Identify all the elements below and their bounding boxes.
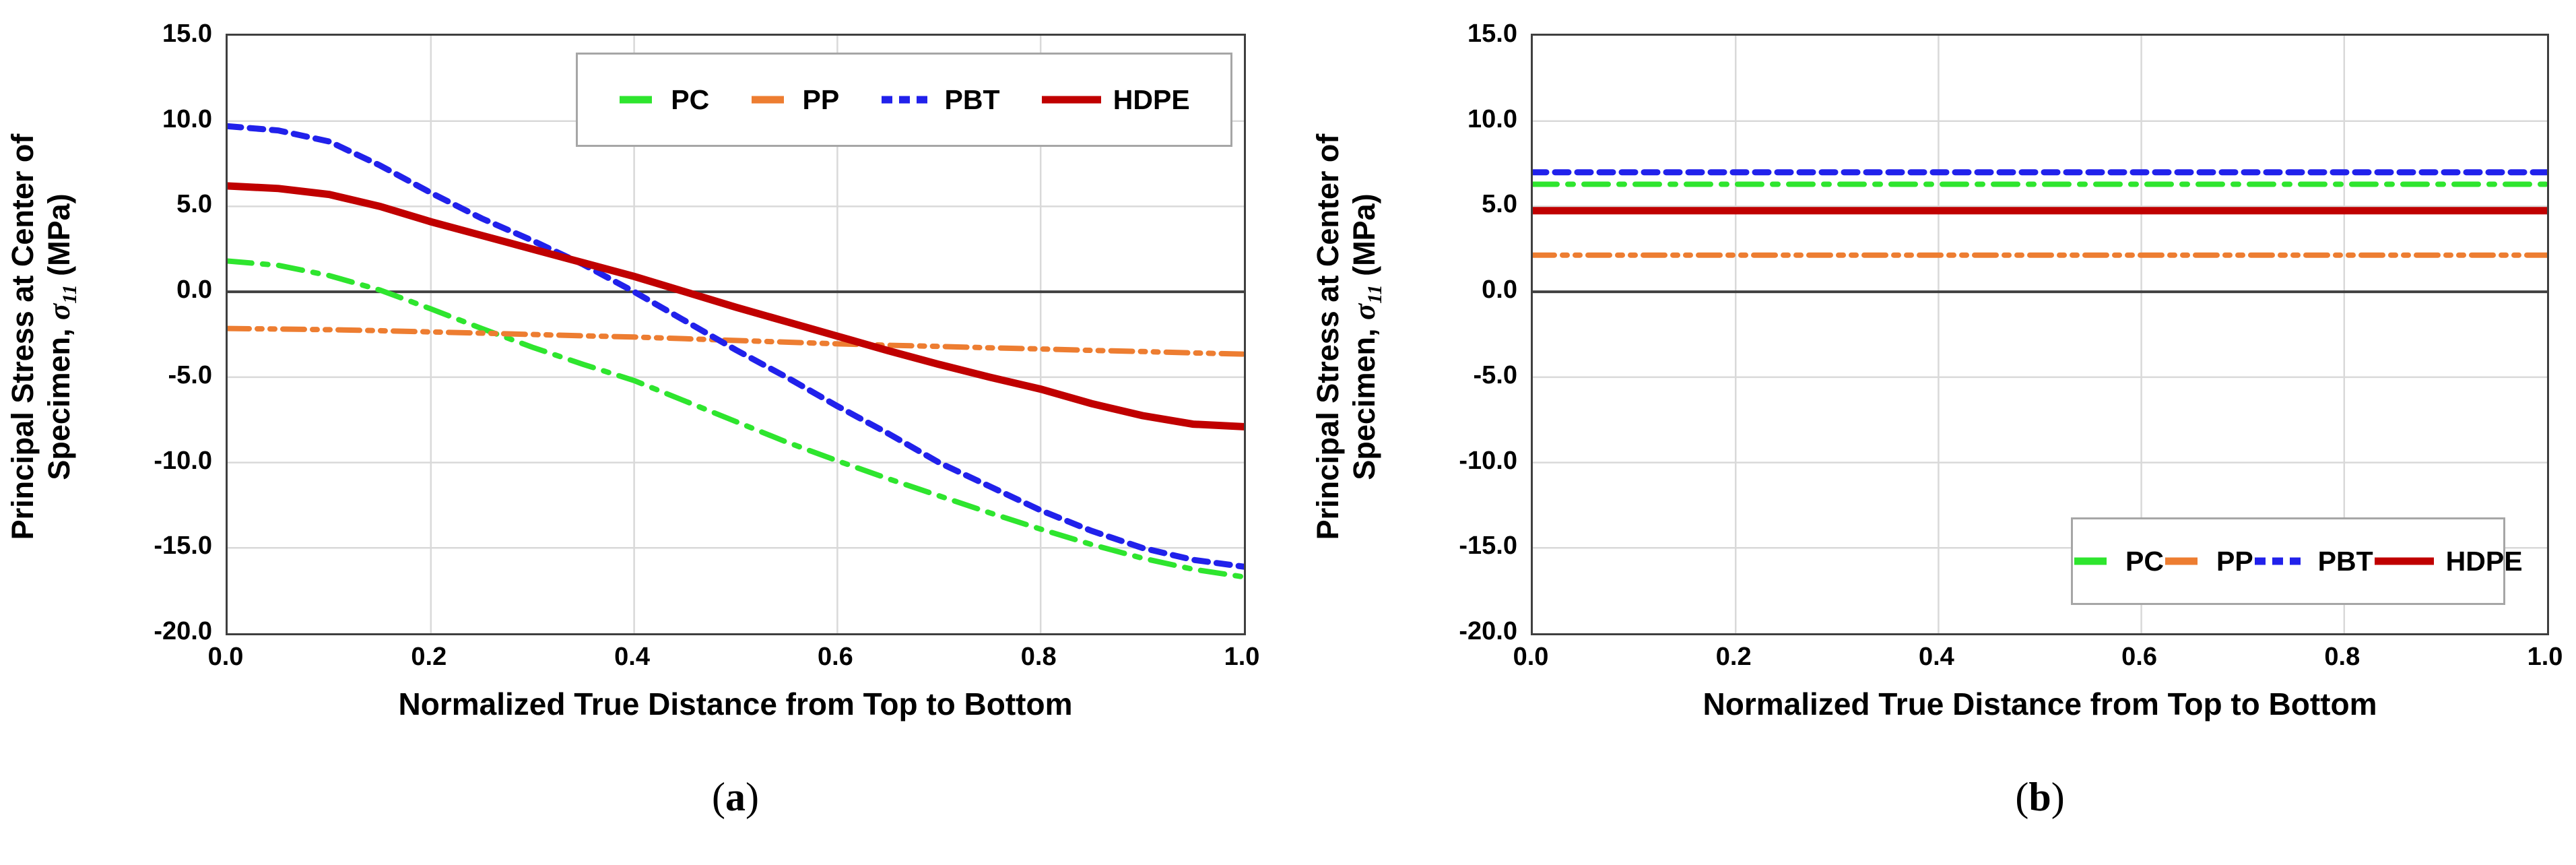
legend-swatch-pbt-icon bbox=[2254, 557, 2306, 565]
panel-label-b: (b) bbox=[2015, 775, 2065, 819]
plot-canvas-b bbox=[1533, 36, 2547, 633]
legend-swatch-pp-icon bbox=[2165, 557, 2204, 565]
legend-a: PC PP PBT HDPE bbox=[576, 53, 1232, 147]
y-tick-label--5: -5.0 bbox=[168, 360, 212, 389]
y-tick-label-5: 5.0 bbox=[1482, 190, 1517, 219]
legend-item-pp: PP bbox=[750, 84, 840, 116]
x-tick-label-0: 0.0 bbox=[207, 643, 244, 671]
y-tick-label-5: 5.0 bbox=[176, 190, 212, 219]
legend-item-pc: PC bbox=[618, 84, 709, 116]
legend-b: PC PP PBT HDPE bbox=[2071, 517, 2523, 605]
legend-label-pbt: PBT bbox=[944, 84, 1000, 115]
y-axis-title-line2: Specimen, σ11 (MPa) bbox=[1347, 193, 1386, 480]
legend-item-pc: PC bbox=[2073, 546, 2164, 577]
panel-label-a: (a) bbox=[712, 775, 759, 819]
sigma-subscript: 11 bbox=[1364, 284, 1386, 304]
series-line-pp bbox=[228, 325, 1244, 357]
y-tick-label--10: -10.0 bbox=[1459, 446, 1517, 475]
legend-item-pbt: PBT bbox=[880, 84, 1000, 116]
sigma-symbol: σ bbox=[1348, 303, 1381, 321]
x-tick-label-0.6: 0.6 bbox=[2121, 643, 2157, 671]
y-tick-label--15: -15.0 bbox=[154, 532, 212, 560]
legend-swatch-pp-icon bbox=[751, 96, 791, 104]
legend-label-pc: PC bbox=[671, 84, 710, 115]
series-line-pbt bbox=[228, 123, 1244, 570]
x-tick-label-1: 1.0 bbox=[2527, 643, 2563, 671]
legend-item-pbt: PBT bbox=[2253, 546, 2373, 577]
legend-swatch-pbt-icon bbox=[881, 96, 933, 104]
x-tick-label-0.4: 0.4 bbox=[614, 643, 650, 671]
legend-item-hdpe: HDPE bbox=[2373, 546, 2523, 577]
y-tick-label-10: 10.0 bbox=[162, 104, 212, 133]
y-tick-label-15: 15.0 bbox=[1467, 20, 1517, 48]
x-tick-label-0: 0.0 bbox=[1513, 643, 1549, 671]
x-axis-title-a: Normalized True Distance from Top to Bot… bbox=[398, 686, 1073, 722]
y-tick-label--10: -10.0 bbox=[154, 446, 212, 475]
y-axis-title-line1: Principal Stress at Center of bbox=[1311, 133, 1345, 540]
legend-item-pp: PP bbox=[2164, 546, 2253, 577]
x-tick-label-0.8: 0.8 bbox=[1020, 643, 1057, 671]
y-tick-label-0: 0.0 bbox=[176, 276, 212, 305]
x-axis-title-b: Normalized True Distance from Top to Bot… bbox=[1703, 686, 2377, 722]
legend-swatch-pc-icon bbox=[2074, 557, 2113, 565]
legend-label-pp: PP bbox=[2216, 545, 2253, 577]
x-tick-label-0.6: 0.6 bbox=[817, 643, 853, 671]
legend-swatch-hdpe-icon bbox=[1041, 96, 1101, 104]
y-tick-label--15: -15.0 bbox=[1459, 532, 1517, 560]
x-tick-label-0.8: 0.8 bbox=[2324, 643, 2360, 671]
y-tick-label--20: -20.0 bbox=[1459, 617, 1517, 645]
series-line-hdpe bbox=[228, 182, 1244, 430]
legend-item-hdpe: HDPE bbox=[1041, 84, 1190, 116]
legend-swatch-pc-icon bbox=[620, 96, 659, 104]
x-tick-label-0.2: 0.2 bbox=[1715, 643, 1752, 671]
y-tick-label--5: -5.0 bbox=[1473, 360, 1517, 389]
x-tick-label-0.2: 0.2 bbox=[411, 643, 447, 671]
legend-label-pbt: PBT bbox=[2317, 545, 2373, 577]
y-tick-label--20: -20.0 bbox=[154, 617, 212, 645]
y-axis-title-b: Principal Stress at Center of Specimen, … bbox=[1310, 0, 1386, 701]
y-tick-label-10: 10.0 bbox=[1467, 104, 1517, 133]
series-line-pc bbox=[228, 258, 1244, 580]
legend-swatch-hdpe-icon bbox=[2374, 557, 2434, 565]
legend-label-hdpe: HDPE bbox=[2445, 545, 2523, 577]
legend-label-pp: PP bbox=[802, 84, 840, 115]
x-tick-label-0.4: 0.4 bbox=[1918, 643, 1954, 671]
x-tick-label-1: 1.0 bbox=[1224, 643, 1260, 671]
plot-canvas-a bbox=[228, 36, 1244, 633]
y-tick-label-15: 15.0 bbox=[162, 20, 212, 48]
legend-label-pc: PC bbox=[2125, 545, 2164, 577]
legend-label-hdpe: HDPE bbox=[1113, 84, 1190, 115]
y-tick-label-0: 0.0 bbox=[1482, 276, 1517, 305]
